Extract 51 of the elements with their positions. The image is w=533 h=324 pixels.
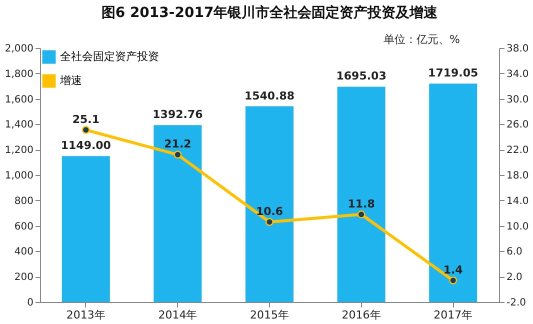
bar bbox=[246, 106, 294, 302]
bar bbox=[429, 84, 478, 302]
data-label: 1540.88 bbox=[244, 89, 295, 102]
y2-tick-label: 14.0 bbox=[506, 196, 529, 207]
y-tick-label: 400 bbox=[14, 246, 34, 258]
text: 单位：亿元、% bbox=[384, 33, 460, 46]
x-tick-label: 2016年 bbox=[342, 308, 381, 322]
y-tick-label: 600 bbox=[14, 221, 34, 232]
data-label: 1149.00 bbox=[60, 139, 112, 152]
point bbox=[174, 150, 182, 159]
data-label: 25.1 bbox=[72, 112, 100, 126]
data-label: 1392.76 bbox=[152, 108, 204, 122]
x-tick-label: 2017年 bbox=[434, 308, 473, 322]
data-label: 1.4 bbox=[443, 263, 464, 276]
y2-tick-label: 38.0 bbox=[506, 44, 529, 54]
y2-tick-label: 34.0 bbox=[506, 68, 529, 80]
y2-tick-label: 2.0 bbox=[506, 272, 522, 284]
data-label: 10.6 bbox=[256, 204, 284, 218]
data-label: 1695.03 bbox=[336, 70, 386, 83]
point bbox=[357, 210, 366, 218]
y-tick-label: 1,200 bbox=[4, 145, 34, 156]
data-label: 21.2 bbox=[164, 138, 192, 151]
data-label: 1719.05 bbox=[428, 66, 478, 80]
point bbox=[449, 276, 458, 284]
bar bbox=[337, 86, 386, 302]
legend-label: 增速 bbox=[59, 74, 82, 87]
y2-tick-label: 6.0 bbox=[506, 246, 522, 258]
y-tick-label: 1,600 bbox=[4, 94, 34, 106]
y2-tick-label: 30.0 bbox=[506, 94, 529, 106]
point bbox=[266, 218, 274, 226]
legend-label: 全社会固定资产投资 bbox=[60, 50, 159, 63]
y-tick-label: 200 bbox=[14, 272, 34, 284]
y2-tick-label: 18.0 bbox=[506, 170, 529, 182]
data-label: 11.8 bbox=[348, 197, 375, 210]
y-tick-label: 1,000 bbox=[4, 170, 34, 182]
y-tick-label: 1,800 bbox=[4, 68, 34, 80]
chart-title: 图6 2013-2017年银川市全社会固定资产投资及增速 bbox=[101, 4, 439, 21]
y2-tick-label: 26.0 bbox=[506, 120, 529, 131]
bar bbox=[62, 156, 110, 302]
y2-tick-label: 10.0 bbox=[506, 221, 529, 232]
y-tick-label: 2,000 bbox=[4, 44, 34, 54]
y2-tick-label: 22.0 bbox=[506, 145, 529, 156]
y-tick-label: 1,400 bbox=[4, 120, 34, 131]
y-tick-label: 0 bbox=[27, 298, 34, 308]
y2-tick-label: -2.0 bbox=[506, 298, 526, 308]
x-tick-label: 2014年 bbox=[158, 308, 198, 322]
bar bbox=[154, 125, 202, 302]
x-tick-label: 2015年 bbox=[250, 308, 289, 322]
x-tick-label: 2013年 bbox=[66, 308, 106, 322]
y-tick-label: 800 bbox=[14, 196, 34, 207]
point bbox=[82, 126, 90, 134]
